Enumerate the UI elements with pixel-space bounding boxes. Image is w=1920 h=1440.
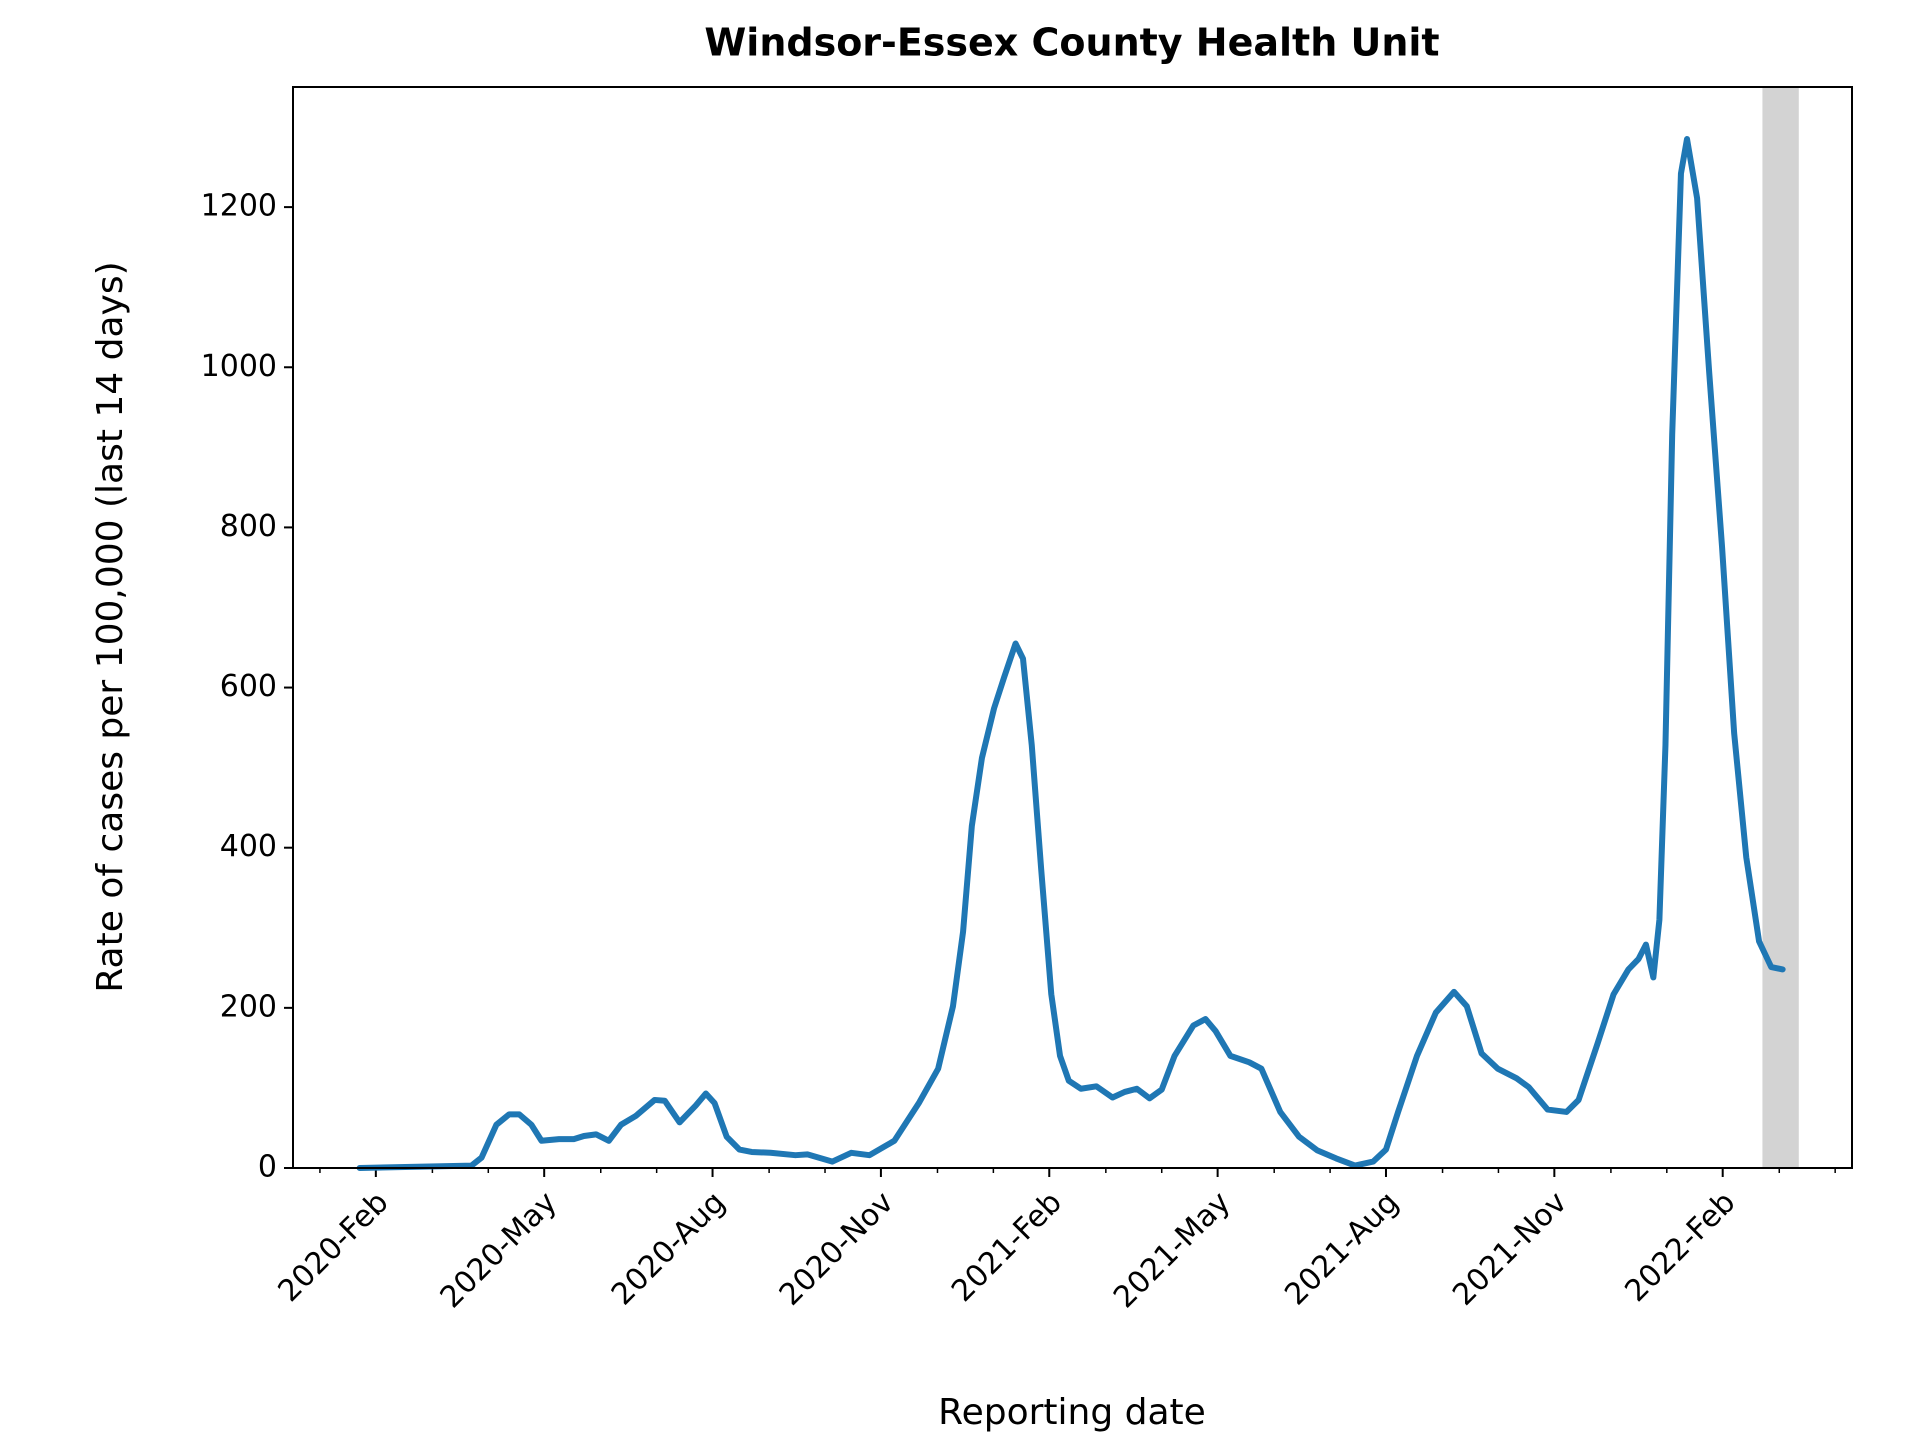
x-axis-label: Reporting date — [938, 1392, 1206, 1433]
x-tick-label: 2020-Aug — [605, 1185, 732, 1312]
plot-frame — [292, 86, 1853, 1169]
y-tick-label: 400 — [220, 829, 277, 864]
x-tick-label: 2021-Feb — [945, 1185, 1069, 1309]
x-tick-label: 2021-May — [1107, 1185, 1237, 1315]
x-tick-label: 2022-Feb — [1618, 1185, 1742, 1309]
y-tick-label: 200 — [220, 989, 277, 1024]
x-tick-label: 2021-Aug — [1278, 1185, 1405, 1312]
y-tick-label: 0 — [258, 1150, 277, 1185]
x-tick-label: 2020-Nov — [773, 1185, 901, 1313]
x-tick-label: 2020-Feb — [272, 1185, 396, 1309]
y-axis-label: Rate of cases per 100,000 (last 14 days) — [90, 261, 131, 992]
x-tick-label: 2021-Nov — [1446, 1185, 1574, 1313]
shaded-span — [1762, 87, 1799, 1168]
x-tick-label: 2020-May — [434, 1185, 564, 1315]
y-tick-label: 1000 — [201, 349, 277, 384]
chart-title: Windsor-Essex County Health Unit — [704, 21, 1439, 65]
y-tick-label: 600 — [220, 669, 277, 704]
data-line — [356, 136, 1786, 1171]
y-tick-label: 1200 — [201, 189, 277, 224]
y-tick-label: 800 — [220, 509, 277, 544]
